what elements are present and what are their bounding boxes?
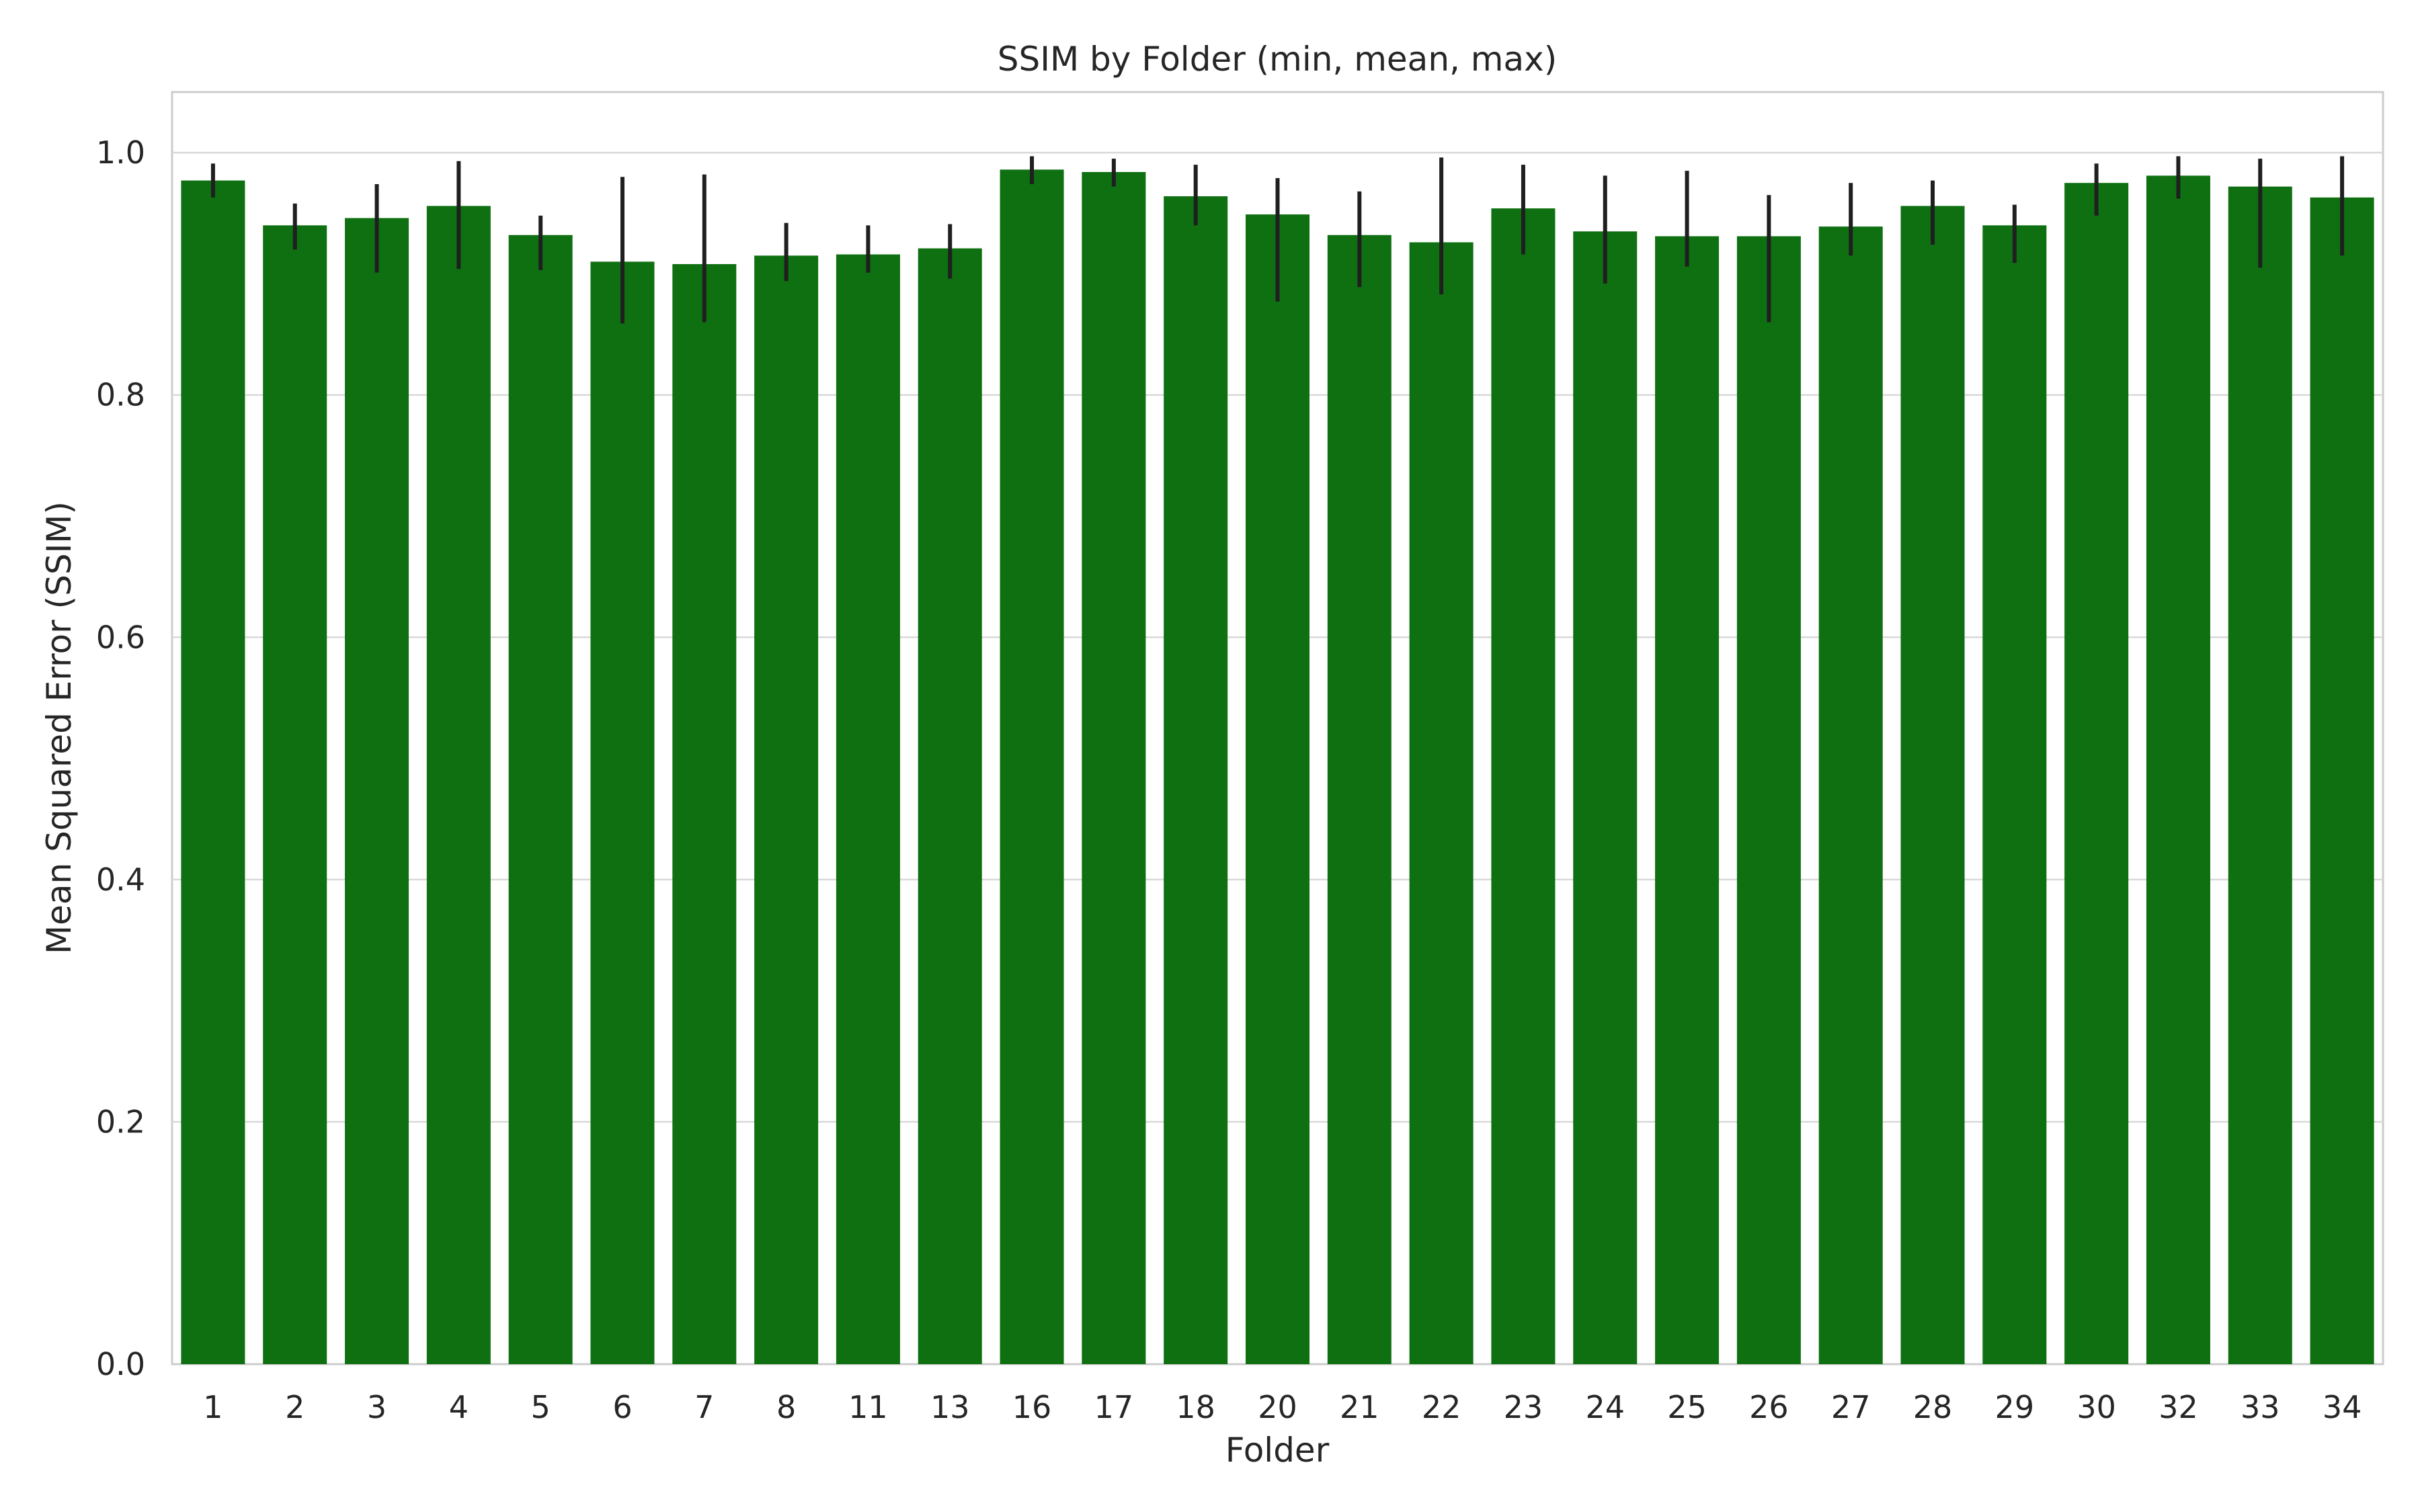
x-tick-label: 8 xyxy=(776,1389,796,1425)
x-tick-label: 30 xyxy=(2076,1389,2116,1425)
x-tick-label: 11 xyxy=(848,1389,888,1425)
x-tick-label: 3 xyxy=(367,1389,387,1425)
x-axis-title: Folder xyxy=(1225,1431,1330,1470)
bar xyxy=(2228,186,2292,1365)
x-tick-label: 24 xyxy=(1585,1389,1625,1425)
bar xyxy=(836,254,900,1364)
x-tick-label: 13 xyxy=(930,1389,970,1425)
x-tick-label: 7 xyxy=(694,1389,714,1425)
x-tick-label: 28 xyxy=(1913,1389,1953,1425)
x-tick-label: 17 xyxy=(1094,1389,1134,1425)
bar xyxy=(263,225,327,1364)
x-tick-label: 18 xyxy=(1176,1389,1215,1425)
x-tick-label: 22 xyxy=(1422,1389,1461,1425)
y-tick-label: 1.0 xyxy=(96,134,145,171)
x-tick-label: 1 xyxy=(203,1389,223,1425)
x-tick-label: 16 xyxy=(1012,1389,1052,1425)
x-tick-label: 6 xyxy=(612,1389,632,1425)
bar xyxy=(1900,206,1965,1365)
x-tick-label: 5 xyxy=(531,1389,551,1425)
bar xyxy=(1573,231,1638,1364)
bar xyxy=(345,218,409,1365)
bar xyxy=(1164,196,1228,1365)
x-tick-label: 23 xyxy=(1504,1389,1543,1425)
bar xyxy=(2310,197,2374,1364)
error-bars xyxy=(210,156,2345,324)
bar xyxy=(426,206,491,1365)
bar xyxy=(672,264,737,1364)
bars xyxy=(181,169,2374,1365)
x-tick-labels: 1 2 3 4 5 6 7 8 11 13 16 17 18 20 21 22 23 24 25 26 27 28 29 30… xyxy=(203,1389,2362,1425)
bar xyxy=(918,248,982,1364)
y-tick-label: 0.6 xyxy=(96,619,145,655)
x-tick-label: 20 xyxy=(1258,1389,1297,1425)
y-tick-label: 0.4 xyxy=(96,862,145,898)
bar xyxy=(1982,225,2047,1364)
x-tick-label: 25 xyxy=(1667,1389,1707,1425)
bar xyxy=(1082,171,1146,1365)
bar xyxy=(1491,208,1556,1365)
chart-title: SSIM by Folder (min, mean, max) xyxy=(998,40,1558,79)
bar xyxy=(2146,175,2210,1364)
x-tick-label: 33 xyxy=(2241,1389,2280,1425)
bar xyxy=(590,261,655,1364)
x-tick-label: 21 xyxy=(1340,1389,1379,1425)
x-tick-label: 34 xyxy=(2323,1389,2362,1425)
bar xyxy=(1000,169,1064,1365)
y-tick-label: 0.8 xyxy=(96,377,145,413)
x-tick-label: 4 xyxy=(449,1389,469,1425)
bar xyxy=(2064,183,2129,1364)
bar xyxy=(1245,214,1310,1364)
bar xyxy=(1409,242,1474,1364)
x-tick-label: 26 xyxy=(1749,1389,1789,1425)
bar xyxy=(1327,235,1392,1364)
y-tick-labels: 0.0 0.2 0.4 0.6 0.8 1.0 xyxy=(96,134,145,1382)
bar xyxy=(508,235,573,1364)
bar xyxy=(1736,236,1801,1364)
x-tick-label: 2 xyxy=(285,1389,305,1425)
bar xyxy=(1818,226,1883,1364)
y-axis-title: Mean Squared Error (SSIM) xyxy=(40,501,79,954)
y-tick-label: 0.0 xyxy=(96,1346,145,1382)
bar xyxy=(181,180,245,1364)
x-tick-label: 32 xyxy=(2159,1389,2198,1425)
bar xyxy=(1655,236,1720,1364)
bar xyxy=(754,255,819,1364)
x-tick-label: 27 xyxy=(1831,1389,1871,1425)
y-tick-label: 0.2 xyxy=(96,1103,145,1140)
x-tick-label: 29 xyxy=(1995,1389,2035,1425)
